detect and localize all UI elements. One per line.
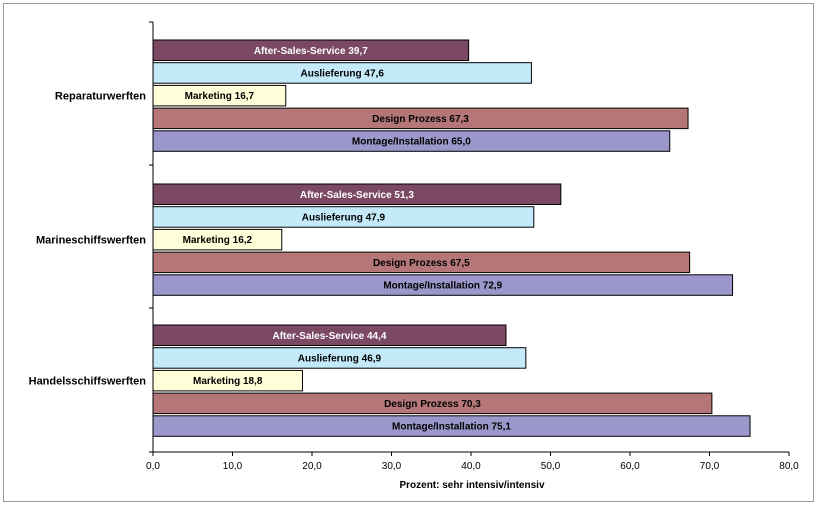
x-tick-label-3: 30,0 bbox=[382, 461, 402, 472]
bar-label-0-4: Montage/Installation 65,0 bbox=[352, 137, 471, 148]
bar-label-1-0: After-Sales-Service 51,3 bbox=[300, 190, 414, 201]
bar-label-0-3: Design Prozess 67,3 bbox=[372, 114, 469, 125]
bar-label-2-2: Marketing 18,8 bbox=[193, 376, 263, 387]
x-tick-label-6: 60,0 bbox=[620, 461, 640, 472]
bar-label-2-0: After-Sales-Service 44,4 bbox=[273, 331, 387, 342]
bar-label-2-4: Montage/Installation 75,1 bbox=[392, 422, 511, 433]
x-tick-label-1: 10,0 bbox=[223, 461, 243, 472]
category-label-2: Handelsschiffswerften bbox=[29, 376, 147, 388]
category-label-1: Marineschiffswerften bbox=[36, 235, 146, 247]
bar-label-0-1: Auslieferung 47,6 bbox=[301, 68, 385, 79]
bar-label-0-2: Marketing 16,7 bbox=[185, 91, 255, 102]
x-tick-label-7: 70,0 bbox=[700, 461, 720, 472]
x-tick-label-2: 20,0 bbox=[302, 461, 322, 472]
bar-label-0-0: After-Sales-Service 39,7 bbox=[254, 46, 368, 57]
bar-label-1-1: Auslieferung 47,9 bbox=[302, 212, 386, 223]
bar-label-1-4: Montage/Installation 72,9 bbox=[383, 281, 502, 292]
bar-label-1-3: Design Prozess 67,5 bbox=[373, 258, 470, 269]
x-tick-label-4: 40,0 bbox=[461, 461, 481, 472]
x-tick-label-0: 0,0 bbox=[146, 461, 160, 472]
category-label-0: Reparaturwerften bbox=[55, 91, 146, 103]
bar-label-2-3: Design Prozess 70,3 bbox=[384, 399, 481, 410]
x-axis-title: Prozent: sehr intensiv/intensiv bbox=[399, 480, 544, 491]
bar-label-2-1: Auslieferung 46,9 bbox=[298, 353, 382, 364]
bar-label-1-2: Marketing 16,2 bbox=[183, 235, 253, 246]
x-tick-label-5: 50,0 bbox=[541, 461, 561, 472]
x-tick-label-8: 80,0 bbox=[779, 461, 799, 472]
